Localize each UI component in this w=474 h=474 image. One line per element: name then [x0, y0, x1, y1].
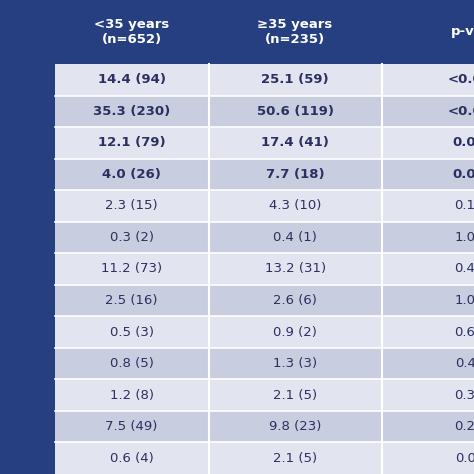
Text: 0.61: 0.61 — [455, 326, 474, 338]
FancyBboxPatch shape — [0, 411, 55, 442]
FancyBboxPatch shape — [0, 127, 55, 159]
FancyBboxPatch shape — [55, 96, 474, 127]
Text: 1.2 (8): 1.2 (8) — [109, 389, 154, 401]
FancyBboxPatch shape — [55, 159, 474, 190]
Text: 0.6 (4): 0.6 (4) — [109, 452, 154, 465]
Text: 9.8 (23): 9.8 (23) — [269, 420, 321, 433]
Text: 0.9 (2): 0.9 (2) — [273, 326, 317, 338]
FancyBboxPatch shape — [0, 285, 55, 316]
Text: 1.00: 1.00 — [455, 231, 474, 244]
FancyBboxPatch shape — [0, 379, 55, 411]
Text: 25.1 (59): 25.1 (59) — [261, 73, 329, 86]
Text: 1.3 (3): 1.3 (3) — [273, 357, 317, 370]
FancyBboxPatch shape — [0, 0, 474, 64]
Text: 0.4 (1): 0.4 (1) — [273, 231, 317, 244]
FancyBboxPatch shape — [0, 442, 55, 474]
Text: 2.6 (6): 2.6 (6) — [273, 294, 317, 307]
FancyBboxPatch shape — [0, 316, 55, 348]
Text: <35 years
(n=652): <35 years (n=652) — [94, 18, 169, 46]
FancyBboxPatch shape — [55, 379, 474, 411]
FancyBboxPatch shape — [0, 348, 55, 379]
Text: 17.4 (41): 17.4 (41) — [261, 137, 329, 149]
Text: 0.04: 0.04 — [453, 137, 474, 149]
Text: 0.5 (3): 0.5 (3) — [109, 326, 154, 338]
Text: 35.3 (230): 35.3 (230) — [93, 105, 170, 118]
Text: 2.1 (5): 2.1 (5) — [273, 452, 317, 465]
Text: 7.5 (49): 7.5 (49) — [105, 420, 158, 433]
Text: 7.7 (18): 7.7 (18) — [266, 168, 324, 181]
Text: p-val: p-val — [451, 26, 474, 38]
FancyBboxPatch shape — [55, 442, 474, 474]
Text: 2.5 (16): 2.5 (16) — [105, 294, 158, 307]
Text: 13.2 (31): 13.2 (31) — [264, 263, 326, 275]
Text: 0.06: 0.06 — [455, 452, 474, 465]
Text: <0.00: <0.00 — [447, 73, 474, 86]
Text: 0.26: 0.26 — [455, 420, 474, 433]
FancyBboxPatch shape — [0, 222, 55, 253]
FancyBboxPatch shape — [0, 159, 55, 190]
Text: 11.2 (73): 11.2 (73) — [101, 263, 162, 275]
Text: 0.34: 0.34 — [455, 389, 474, 401]
Text: 50.6 (119): 50.6 (119) — [256, 105, 334, 118]
FancyBboxPatch shape — [0, 64, 55, 96]
FancyBboxPatch shape — [55, 285, 474, 316]
Text: 0.41: 0.41 — [455, 263, 474, 275]
FancyBboxPatch shape — [55, 411, 474, 442]
FancyBboxPatch shape — [55, 190, 474, 222]
FancyBboxPatch shape — [55, 64, 474, 96]
FancyBboxPatch shape — [55, 253, 474, 285]
FancyBboxPatch shape — [0, 190, 55, 222]
Text: 12.1 (79): 12.1 (79) — [98, 137, 165, 149]
Text: 14.4 (94): 14.4 (94) — [98, 73, 165, 86]
Text: 2.3 (15): 2.3 (15) — [105, 200, 158, 212]
Text: 4.0 (26): 4.0 (26) — [102, 168, 161, 181]
Text: 0.3 (2): 0.3 (2) — [109, 231, 154, 244]
Text: 2.1 (5): 2.1 (5) — [273, 389, 317, 401]
FancyBboxPatch shape — [0, 253, 55, 285]
Text: 0.03: 0.03 — [453, 168, 474, 181]
Text: 0.8 (5): 0.8 (5) — [109, 357, 154, 370]
Text: ≥35 years
(n=235): ≥35 years (n=235) — [257, 18, 333, 46]
FancyBboxPatch shape — [55, 222, 474, 253]
Text: <0.00: <0.00 — [447, 105, 474, 118]
Text: 1.00: 1.00 — [455, 294, 474, 307]
FancyBboxPatch shape — [0, 0, 55, 474]
FancyBboxPatch shape — [55, 348, 474, 379]
FancyBboxPatch shape — [0, 96, 55, 127]
Text: 0.44: 0.44 — [455, 357, 474, 370]
Text: 0.16: 0.16 — [455, 200, 474, 212]
FancyBboxPatch shape — [55, 127, 474, 159]
FancyBboxPatch shape — [55, 316, 474, 348]
Text: 4.3 (10): 4.3 (10) — [269, 200, 321, 212]
